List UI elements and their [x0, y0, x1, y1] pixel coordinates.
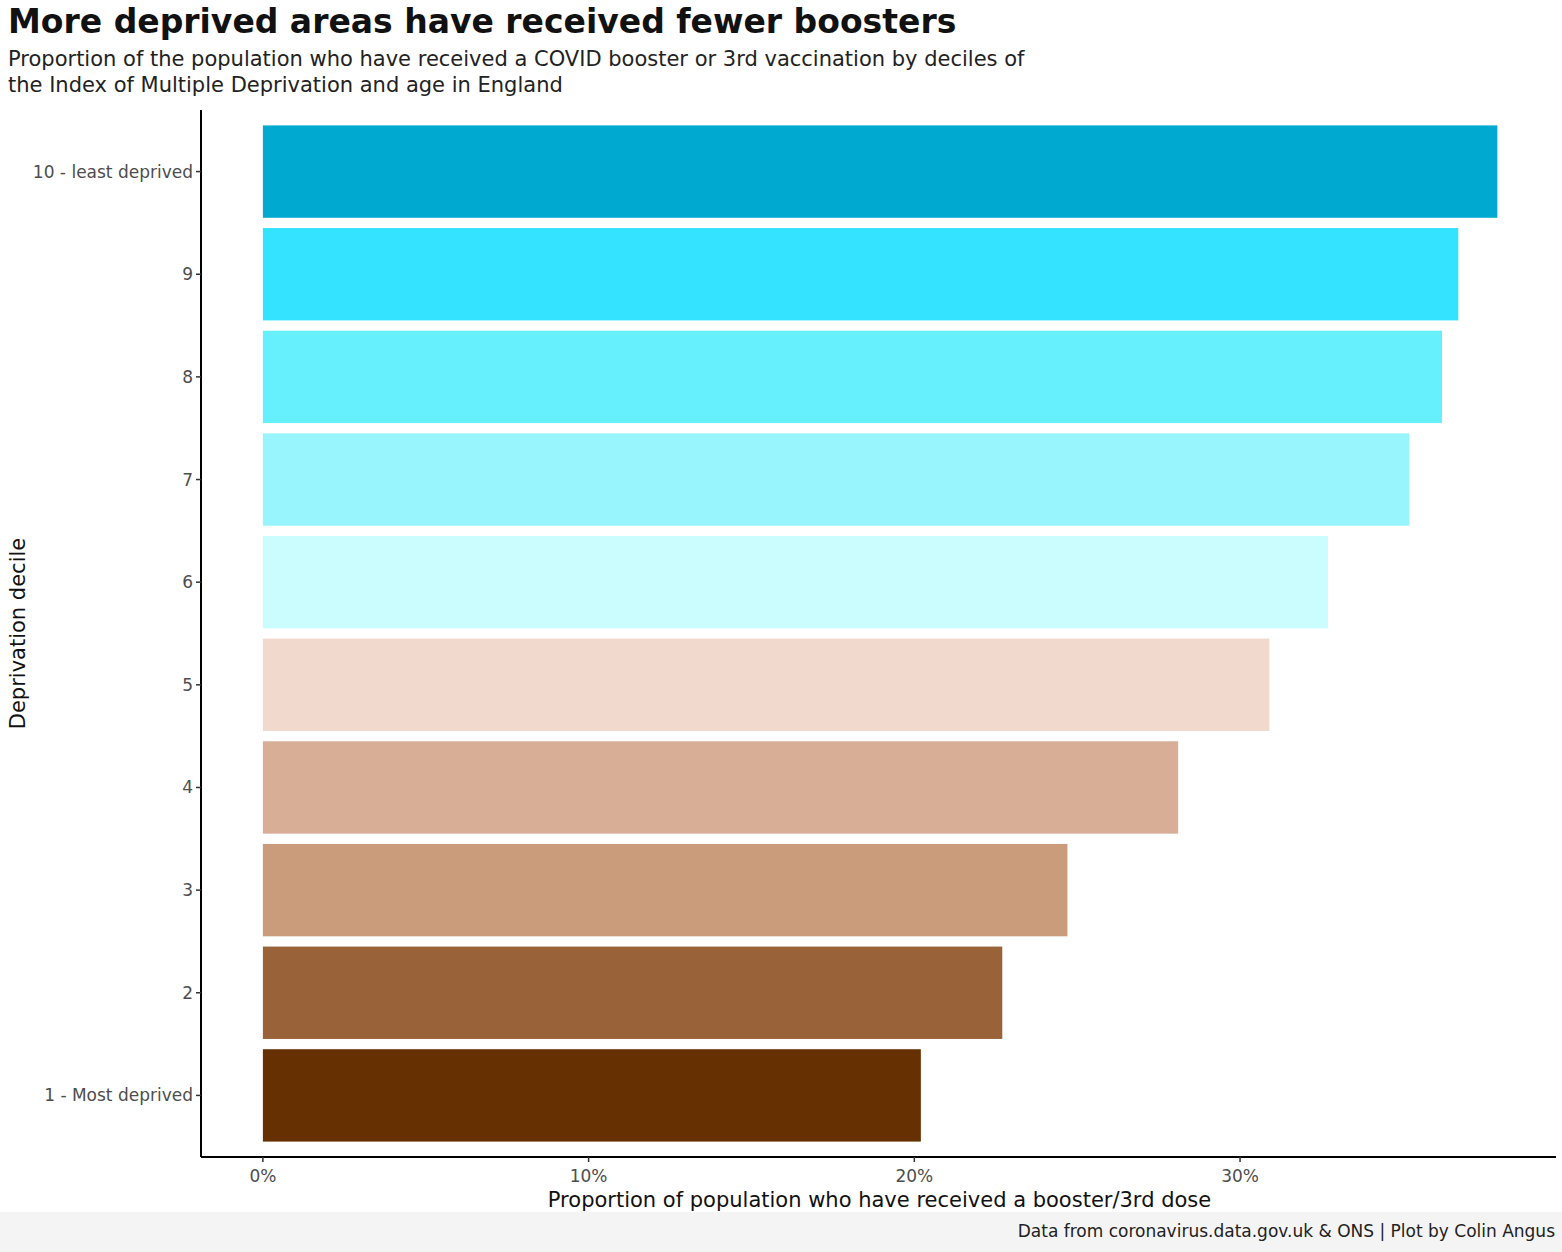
category-label: 4 — [182, 777, 193, 797]
y-tick — [196, 479, 201, 481]
bars — [263, 125, 1497, 1141]
bar — [263, 947, 1002, 1039]
y-tick — [196, 992, 201, 994]
x-tick-label: 10% — [570, 1166, 608, 1186]
category-label: 3 — [182, 880, 193, 900]
chart: 0% 10% 20% 30% 10 - least deprived 9 8 7 6 5 4 3 2 1 … — [0, 0, 1562, 1252]
bar — [263, 639, 1269, 731]
x-tick — [914, 1157, 916, 1162]
y-tick — [196, 376, 201, 378]
y-tick — [196, 889, 201, 891]
bar — [263, 125, 1497, 217]
subtitle: Proportion of the population who have re… — [8, 46, 1048, 98]
x-tick-label: 0% — [249, 1166, 276, 1186]
x-axis-line — [201, 1156, 1556, 1158]
caption: Data from coronavirus.data.gov.uk & ONS … — [1018, 1221, 1555, 1241]
x-tick — [588, 1157, 590, 1162]
x-tick-label: 30% — [1221, 1166, 1259, 1186]
bar — [263, 741, 1178, 833]
bar — [263, 433, 1410, 525]
category-label: 9 — [182, 264, 193, 284]
x-tick — [262, 1157, 264, 1162]
y-tick — [196, 1095, 201, 1097]
category-label: 7 — [182, 470, 193, 490]
category-label: 10 - least deprived — [33, 162, 193, 182]
bar — [263, 331, 1442, 423]
x-tick — [1239, 1157, 1241, 1162]
category-label: 8 — [182, 367, 193, 387]
title: More deprived areas have received fewer … — [8, 2, 956, 41]
y-tick — [196, 684, 201, 686]
y-tick — [196, 273, 201, 275]
x-tick-label: 20% — [895, 1166, 933, 1186]
bar — [263, 536, 1328, 628]
bar — [263, 844, 1068, 936]
y-tick — [196, 787, 201, 789]
x-axis-title: Proportion of population who have receiv… — [548, 1188, 1211, 1212]
bar — [263, 1049, 921, 1141]
category-label: 6 — [182, 572, 193, 592]
bar — [263, 228, 1458, 320]
y-tick — [196, 581, 201, 583]
y-axis-title: Deprivation decile — [6, 538, 30, 729]
category-label: 5 — [182, 675, 193, 695]
y-axis-line — [200, 110, 202, 1157]
category-label: 1 - Most deprived — [44, 1085, 193, 1105]
category-label: 2 — [182, 983, 193, 1003]
y-tick — [196, 171, 201, 173]
